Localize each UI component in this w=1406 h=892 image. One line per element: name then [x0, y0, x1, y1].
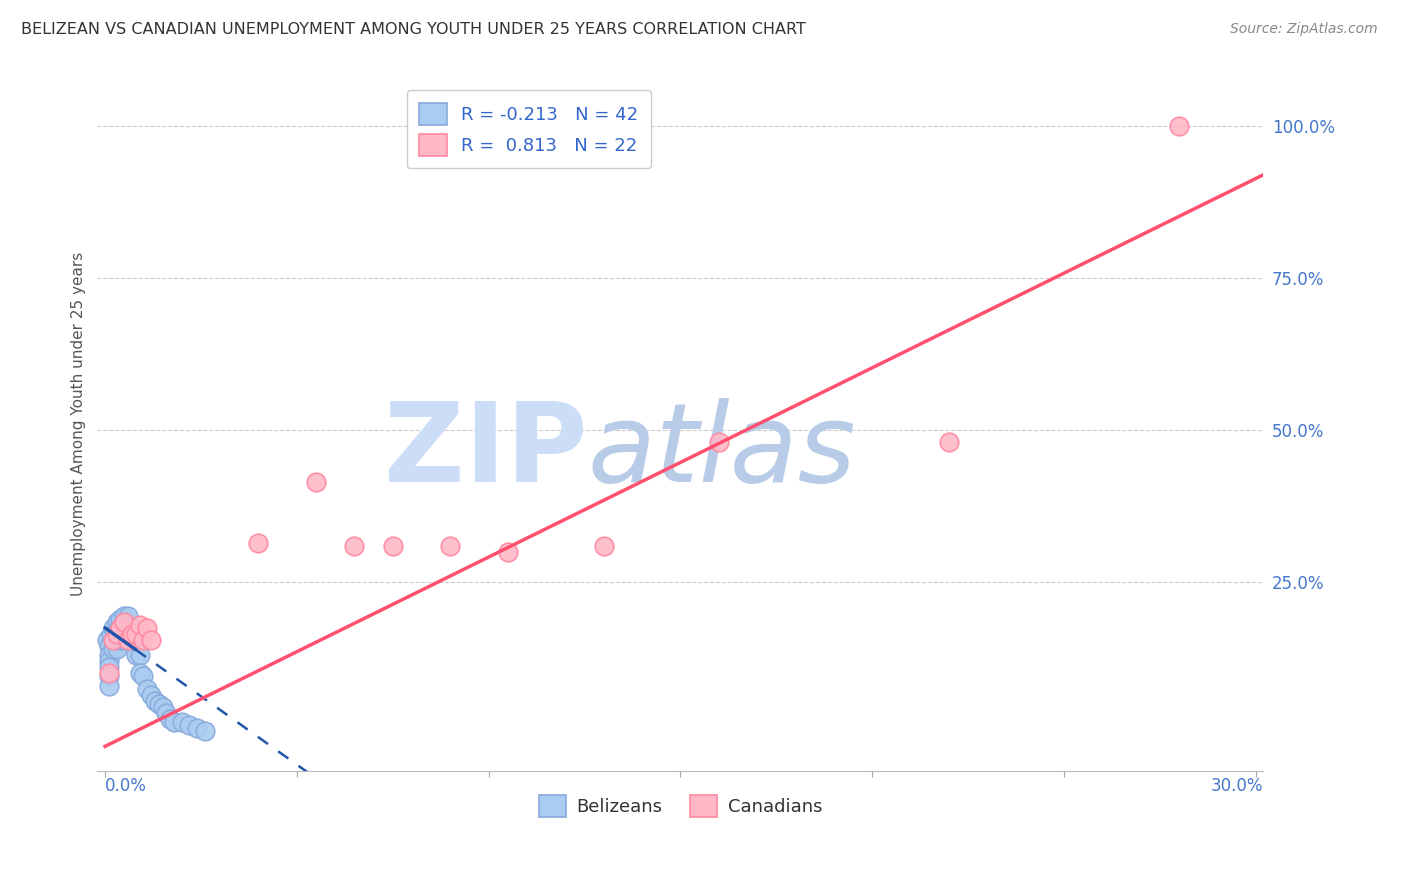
Point — [343, 539, 366, 553]
Point — [592, 539, 614, 553]
Point — [152, 699, 174, 714]
Point — [305, 475, 328, 489]
Point — [707, 435, 730, 450]
Point — [139, 632, 162, 647]
Point — [938, 435, 960, 450]
Text: BELIZEAN VS CANADIAN UNEMPLOYMENT AMONG YOUTH UNDER 25 YEARS CORRELATION CHART: BELIZEAN VS CANADIAN UNEMPLOYMENT AMONG … — [21, 22, 806, 37]
Point — [110, 632, 132, 647]
Point — [136, 681, 159, 696]
Point — [155, 706, 177, 720]
Point — [125, 627, 148, 641]
Point — [496, 545, 519, 559]
Point — [96, 632, 118, 647]
Point — [117, 608, 139, 623]
Point — [110, 621, 132, 635]
Point — [112, 621, 135, 635]
Point — [105, 627, 128, 641]
Point — [1168, 119, 1191, 133]
Point — [439, 539, 461, 553]
Point — [105, 632, 128, 647]
Point — [105, 642, 128, 657]
Point — [125, 648, 148, 662]
Point — [139, 688, 162, 702]
Point — [143, 694, 166, 708]
Point — [128, 648, 150, 662]
Point — [194, 724, 217, 739]
Point — [97, 660, 120, 674]
Text: 0.0%: 0.0% — [105, 777, 146, 795]
Point — [101, 642, 124, 657]
Point — [148, 697, 170, 711]
Legend: Belizeans, Canadians: Belizeans, Canadians — [531, 788, 830, 824]
Text: ZIP: ZIP — [384, 399, 588, 505]
Point — [97, 666, 120, 681]
Point — [101, 632, 124, 647]
Point — [117, 632, 139, 647]
Point — [247, 535, 270, 549]
Point — [97, 648, 120, 662]
Point — [121, 627, 143, 641]
Y-axis label: Unemployment Among Youth under 25 years: Unemployment Among Youth under 25 years — [72, 252, 86, 596]
Point — [105, 624, 128, 638]
Point — [381, 539, 404, 553]
Point — [97, 639, 120, 653]
Point — [125, 632, 148, 647]
Point — [132, 632, 155, 647]
Point — [128, 666, 150, 681]
Point — [100, 627, 122, 641]
Text: 30.0%: 30.0% — [1211, 777, 1264, 795]
Point — [159, 712, 181, 726]
Point — [186, 721, 208, 735]
Point — [97, 654, 120, 668]
Point — [112, 615, 135, 629]
Point — [121, 632, 143, 647]
Point — [179, 718, 201, 732]
Point — [121, 621, 143, 635]
Text: atlas: atlas — [588, 399, 856, 505]
Point — [97, 679, 120, 693]
Point — [132, 669, 155, 683]
Point — [101, 621, 124, 635]
Point — [97, 669, 120, 683]
Point — [105, 615, 128, 629]
Point — [101, 632, 124, 647]
Point — [110, 612, 132, 626]
Point — [163, 714, 186, 729]
Point — [117, 621, 139, 635]
Text: Source: ZipAtlas.com: Source: ZipAtlas.com — [1230, 22, 1378, 37]
Point — [112, 608, 135, 623]
Point — [110, 621, 132, 635]
Point — [128, 617, 150, 632]
Point — [170, 714, 193, 729]
Point — [112, 632, 135, 647]
Point — [136, 621, 159, 635]
